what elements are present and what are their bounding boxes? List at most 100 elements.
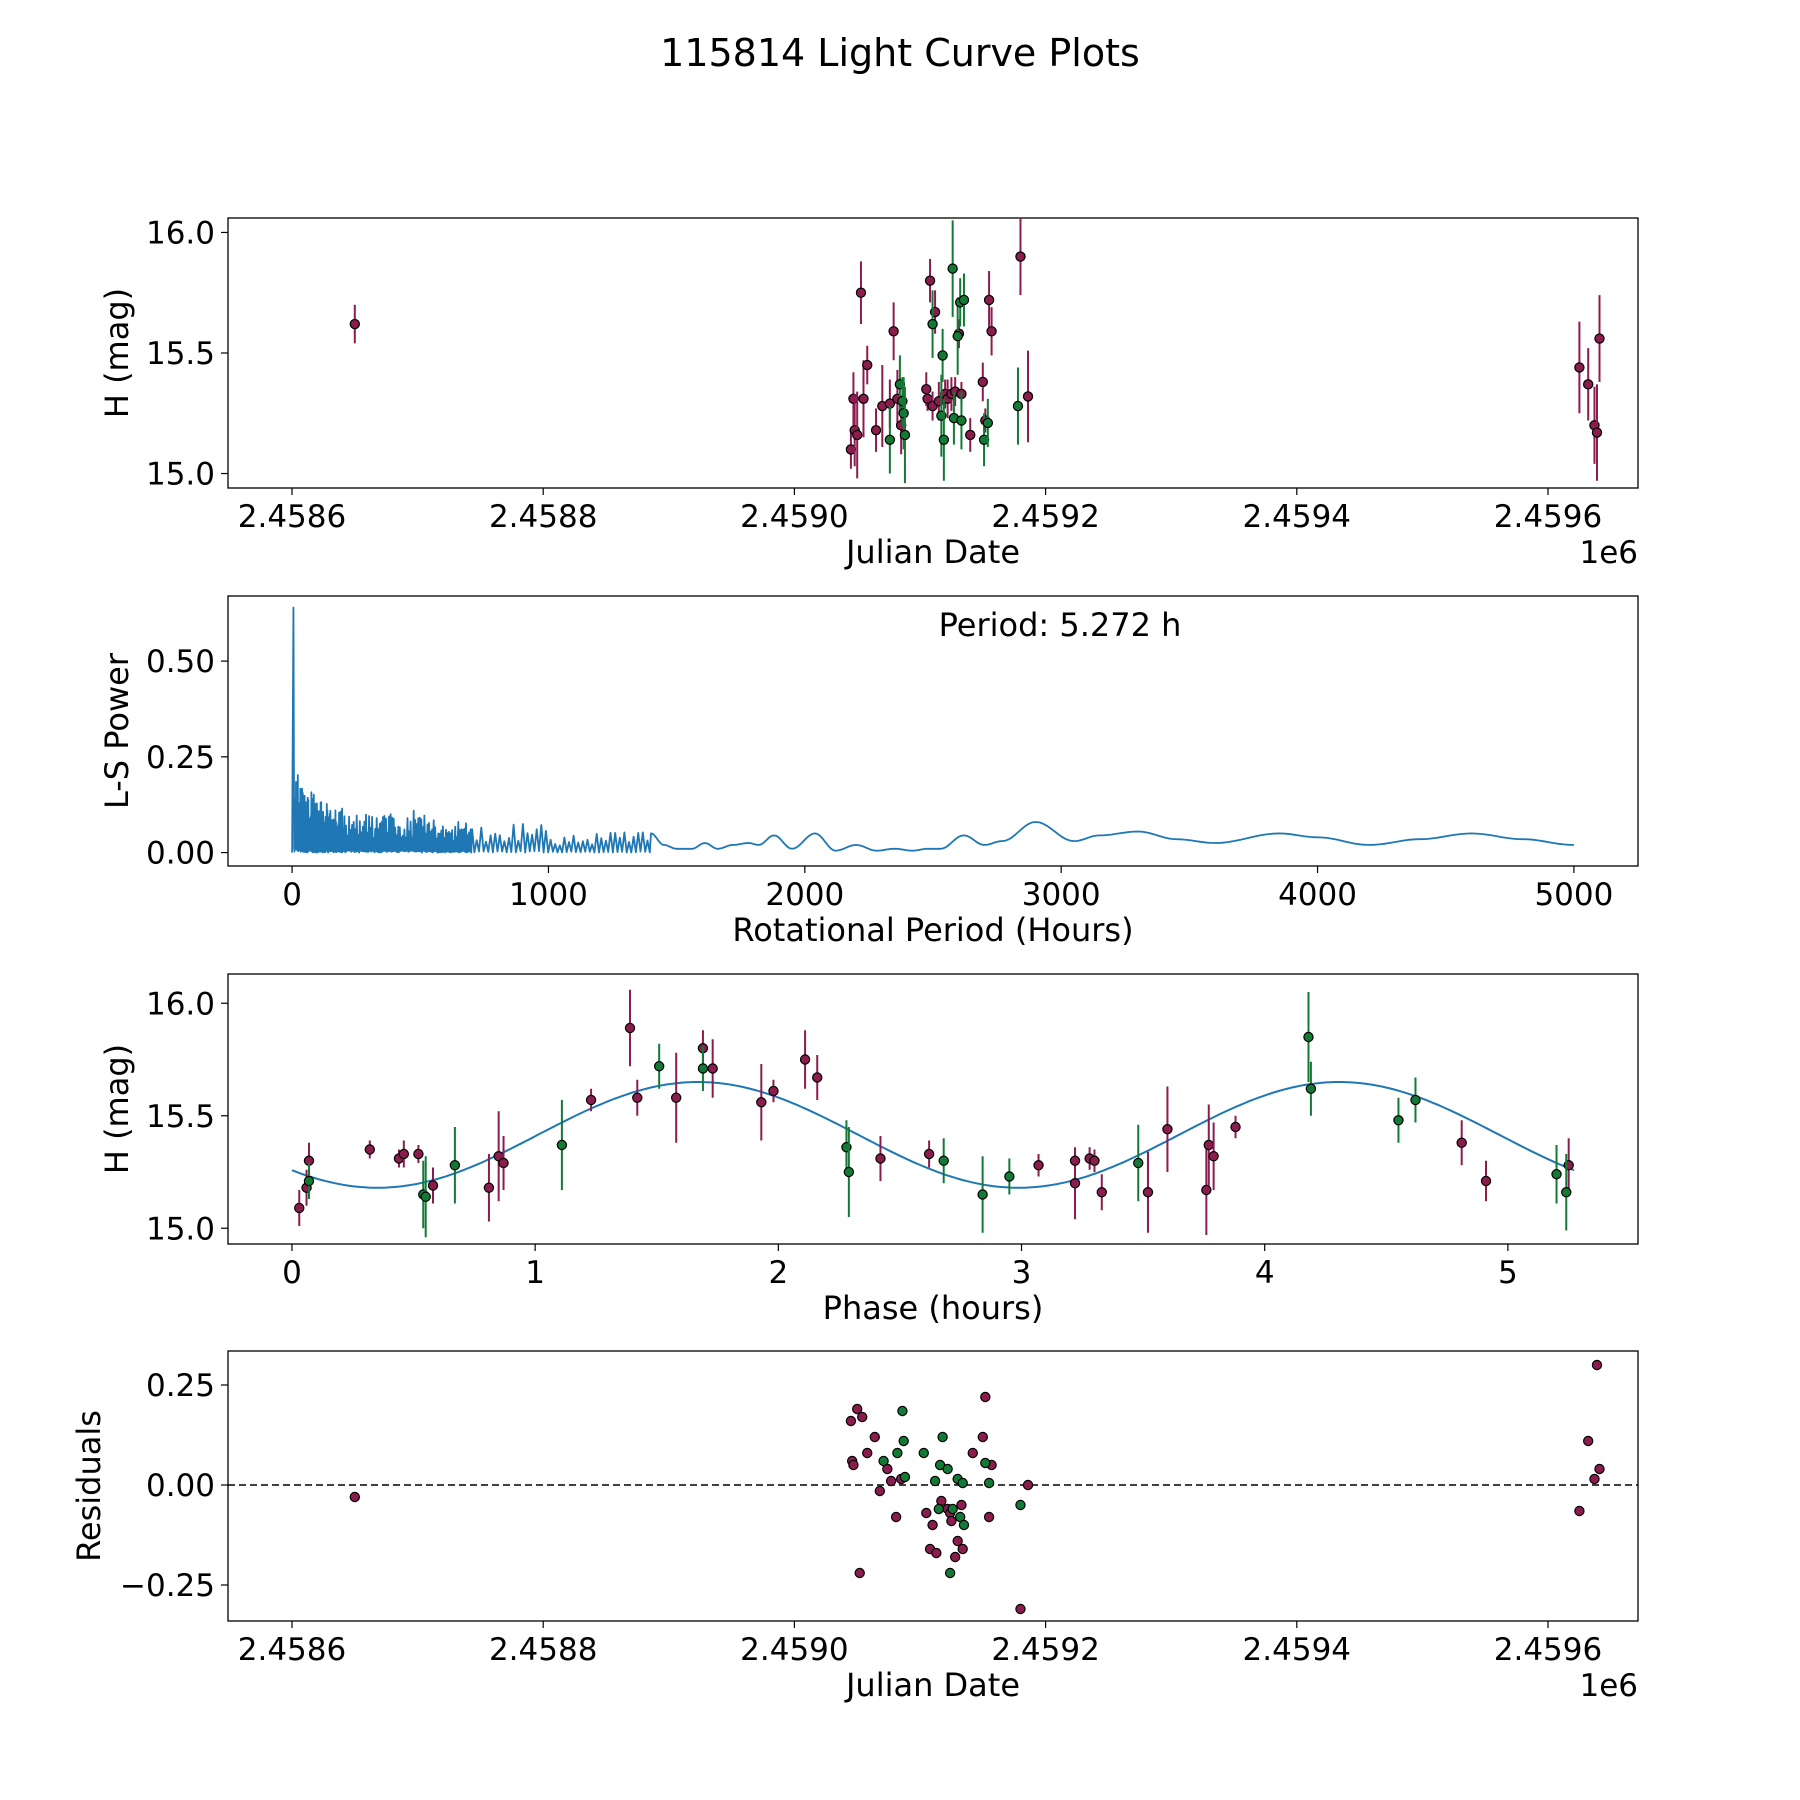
residuals-point-red: [927, 1519, 938, 1531]
phasefold-point-red: [498, 1157, 509, 1169]
residuals-point-red: [845, 1415, 857, 1427]
residuals-point-green: [944, 1567, 956, 1579]
phasefold-point-green: [843, 1166, 855, 1178]
phasefold-xtick-label: 3: [1012, 1255, 1032, 1291]
phasefold-point-red: [624, 1022, 636, 1034]
phasefold-point-green: [697, 1063, 709, 1074]
residuals-point-red: [1591, 1359, 1603, 1371]
lightcurve-point-green: [937, 350, 948, 361]
lightcurve-xlabel: Julian Date: [844, 533, 1020, 571]
phasefold-xlabel: Phase (hours): [823, 1289, 1044, 1327]
residuals-xtick-label: 2.4594: [1243, 1632, 1351, 1668]
residuals-point-green: [983, 1477, 995, 1489]
lightcurve-point-green: [898, 408, 909, 419]
residuals-point-red: [1594, 1463, 1605, 1475]
lightcurve-ytick-label: 15.0: [146, 457, 215, 493]
phasefold-ytick-label: 15.0: [146, 1211, 215, 1247]
phasefold-point-red: [1069, 1178, 1081, 1189]
residuals-point-green: [980, 1457, 991, 1469]
residuals-point-red: [1015, 1603, 1026, 1615]
residuals-point-red: [1022, 1479, 1034, 1491]
residuals-point-red: [862, 1447, 873, 1459]
lightcurve-point-red: [862, 359, 873, 371]
lightcurve-point-red: [924, 275, 936, 286]
residuals-point-red: [946, 1515, 957, 1527]
residuals-xtick-label: 2.4588: [489, 1632, 597, 1668]
phasefold-point-red: [398, 1148, 410, 1160]
lightcurve-xtick-label: 2.4586: [238, 499, 346, 535]
phasefold-point-red: [585, 1094, 597, 1106]
lightcurve-ylabel: H (mag): [98, 288, 136, 418]
residuals-point-red: [885, 1475, 897, 1487]
phasefold-point-green: [556, 1139, 568, 1151]
residuals-point-green: [897, 1405, 908, 1417]
periodogram-xtick-label: 5000: [1534, 877, 1613, 913]
residuals-point-green: [942, 1463, 953, 1475]
lightcurve-xtick-label: 2.4590: [740, 499, 848, 535]
periodogram-axes: 0 1000 2000 3000 4000 5000 0.00 0.25 0.50 Rotatio…: [98, 595, 1639, 949]
periodogram-xlabel: Rotational Period (Hours): [732, 911, 1133, 949]
residuals-point-red: [949, 1551, 961, 1563]
residuals-point-red: [983, 1511, 995, 1523]
phasefold-point-green: [1305, 1083, 1317, 1094]
phasefold-point-red: [1208, 1151, 1219, 1162]
phasefold-point-green: [303, 1175, 315, 1187]
phasefold-point-red: [1456, 1137, 1467, 1148]
residuals-point-red: [349, 1491, 360, 1503]
lightcurve-point-green: [927, 318, 938, 330]
residuals-xtick-label: 2.4590: [740, 1632, 848, 1668]
residuals-ytick-label: 0.00: [146, 1468, 215, 1504]
residuals-xtick-label: 2.4586: [238, 1632, 346, 1668]
residuals-point-red: [967, 1447, 978, 1459]
phasefold-point-red: [1033, 1160, 1044, 1171]
lightcurve-point-green: [952, 330, 963, 342]
lightcurve-point-green: [956, 415, 967, 426]
phasefold-point-red: [875, 1153, 886, 1164]
phasefold-point-green: [420, 1191, 431, 1202]
phasefold-point-green: [1133, 1157, 1144, 1169]
lightcurve-ytick-label: 16.0: [146, 215, 215, 251]
phasefold-ytick-label: 15.5: [146, 1099, 215, 1135]
residuals-xtick-label: 2.4592: [991, 1632, 1099, 1668]
phasefold-point-red: [1203, 1139, 1214, 1151]
residuals-point-red: [852, 1403, 863, 1415]
phasefold-point-red: [1162, 1124, 1173, 1135]
phasefold-point-red: [1230, 1121, 1241, 1133]
periodogram-xtick-label: 3000: [1022, 877, 1101, 913]
residuals-point-green: [947, 1503, 958, 1515]
phasefold-point-red: [1069, 1155, 1081, 1166]
lightcurve-point-green: [884, 434, 896, 445]
lightcurve-point-red: [986, 326, 997, 337]
phasefold-ytick-label: 16.0: [146, 986, 215, 1022]
phasefold-point-green: [1410, 1094, 1421, 1106]
lightcurve-point-green: [938, 434, 950, 445]
residuals-point-green: [899, 1471, 911, 1483]
phasefold-point-green: [449, 1160, 461, 1171]
residuals-point-green: [898, 1435, 909, 1447]
lightcurve-xtick-label: 2.4588: [489, 499, 597, 535]
phasefold-point-red: [707, 1063, 718, 1074]
lightcurve-point-red: [1591, 427, 1603, 438]
residuals-xlabel: Julian Date: [844, 1666, 1020, 1704]
residuals-ytick-label: −0.25: [120, 1568, 215, 1604]
residuals-frame: [227, 1350, 1639, 1622]
lightcurve-axes: 2.4586 2.4588 2.4590 2.4592 2.4594 2.4596 15.0…: [98, 215, 1639, 571]
residuals-point-red: [848, 1459, 859, 1471]
lightcurve-point-red: [888, 326, 899, 337]
residuals-point-red: [857, 1411, 868, 1423]
residuals-ytick-label: 0.25: [146, 1368, 215, 1404]
phasefold-point-red: [294, 1202, 305, 1214]
residuals-point-green: [937, 1431, 948, 1443]
lightcurve-point-green: [947, 263, 958, 274]
phasefold-point-red: [1480, 1175, 1492, 1187]
periodogram-ylabel: L-S Power: [98, 652, 136, 809]
residuals-point-green: [957, 1477, 968, 1489]
lightcurve-point-green: [958, 294, 970, 306]
lightcurve-ytick-label: 15.5: [146, 336, 215, 372]
phasefold-point-red: [812, 1072, 823, 1083]
phasefold-xtick-label: 2: [768, 1255, 788, 1291]
phasefold-point-red: [427, 1180, 439, 1191]
lightcurve-offset-label: 1e6: [1579, 535, 1638, 571]
phasefold-point-red: [1096, 1187, 1107, 1198]
phasefold-point-green: [1303, 1031, 1314, 1043]
